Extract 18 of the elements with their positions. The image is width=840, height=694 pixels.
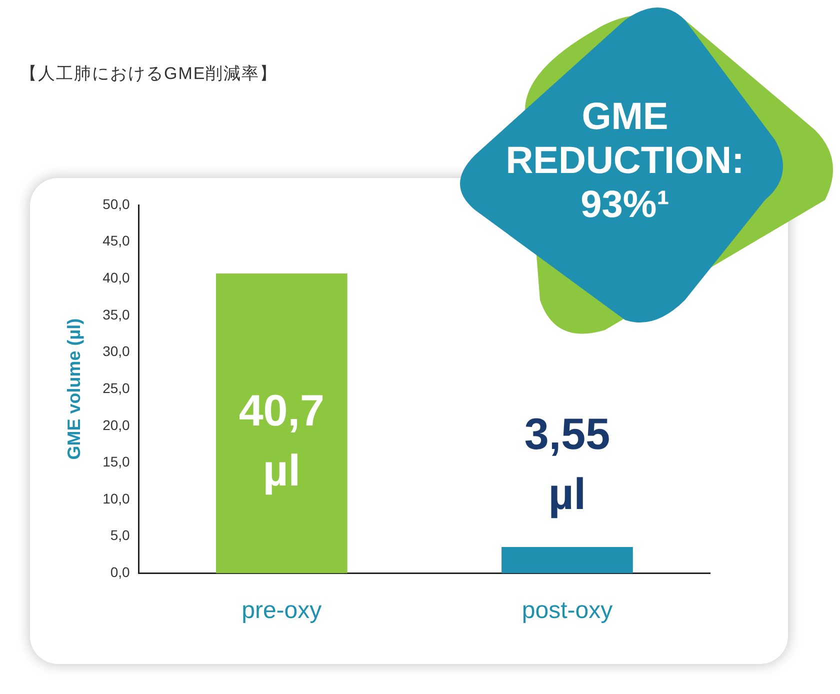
y-tick-label: 40,0 — [102, 270, 130, 286]
data-label: 3,55 µl — [524, 410, 610, 520]
chart-title: 【人工肺におけるGME削減率】 — [20, 63, 279, 85]
x-tick-label: post-oxy — [522, 597, 613, 624]
y-tick-label: 15,0 — [102, 454, 130, 470]
y-tick-label: 20,0 — [102, 416, 130, 433]
y-tick-label: 45,0 — [102, 232, 130, 249]
y-axis-title: GME volume (µl) — [64, 318, 84, 460]
y-tick-label: 5,0 — [110, 527, 130, 544]
data-label: 40,7 µl — [238, 386, 324, 496]
y-tick-label: 50,0 — [102, 196, 130, 212]
y-tick-label: 35,0 — [102, 306, 130, 322]
y-tick-label: 25,0 — [102, 380, 130, 396]
y-tick-label: 0,0 — [110, 564, 130, 580]
x-tick-label: pre-oxy — [242, 597, 322, 624]
annotation: GME REDUCTION: 93%¹ — [504, 95, 746, 227]
y-tick-label: 30,0 — [102, 343, 130, 360]
y-tick-label: 10,0 — [102, 490, 130, 506]
